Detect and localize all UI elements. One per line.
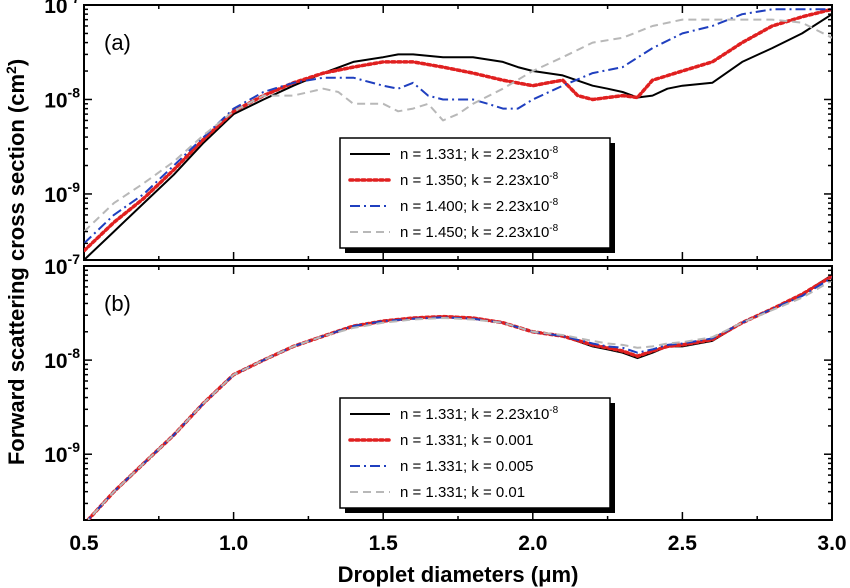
legend-a: n = 1.331; k = 2.23x10-8 n = 1.350; k = 2… xyxy=(339,137,615,253)
legend-b-label-3: n = 1.331; k = 0.005 xyxy=(400,458,533,475)
y-axis-title: Forward scattering cross section (cm2) xyxy=(3,59,29,465)
y-axis-title-main: Forward scattering cross section (cm xyxy=(4,74,29,465)
legend-a-label-3: n = 1.400; k = 2.23x10-8 xyxy=(400,197,559,215)
panel-b-series-4-line xyxy=(86,279,832,520)
panel-a-y-ticks: 10-7 10-8 10-9 xyxy=(44,0,833,261)
panel-a-y-tick-label: 10-8 xyxy=(44,84,80,112)
panel-b-series xyxy=(85,274,832,520)
y-axis-title-end: ) xyxy=(4,59,29,66)
panel-b-series-3-line xyxy=(86,276,832,520)
panel-a-y-tick-label: 10-7 xyxy=(44,0,80,18)
panel-a: (a) 10-7 10-8 10-9 n = 1.331; k = 2.23x10-… xyxy=(44,0,833,261)
x-tick-label: 1.5 xyxy=(369,532,399,555)
legend-b-label-4: n = 1.331; k = 0.01 xyxy=(400,484,525,501)
legend-a-label-2: n = 1.350; k = 2.23x10-8 xyxy=(400,171,559,189)
panel-a-series-2-line xyxy=(84,7,832,253)
x-tick-label: 1.0 xyxy=(219,532,248,555)
panel-b-label: (b) xyxy=(104,291,131,316)
x-tick-label: 2.5 xyxy=(668,532,698,555)
panel-b: (b) 10-7 10-8 10-9 n = 1.331; k = 2.23x10-… xyxy=(44,251,833,521)
panel-b-y-tick-label: 10-7 xyxy=(44,251,80,279)
panel-b-y-tick-label: 10-9 xyxy=(44,439,80,467)
legend-a-label-4: n = 1.450; k = 2.23x10-8 xyxy=(400,223,559,241)
panel-a-series-1-line xyxy=(84,13,832,260)
x-tick-label: 2.0 xyxy=(518,532,547,555)
panel-a-y-tick-label: 10-9 xyxy=(44,179,80,207)
legend-b-box xyxy=(339,397,611,509)
panel-a-series xyxy=(84,7,832,260)
panel-a-series-3-line xyxy=(84,8,832,245)
panel-b-y-tick-label: 10-8 xyxy=(44,345,80,373)
legend-b: n = 1.331; k = 2.23x10-8 n = 1.331; k = 0… xyxy=(339,397,615,513)
panel-a-series-4-line xyxy=(84,18,832,233)
legend-a-box xyxy=(339,137,611,249)
panel-b-y-ticks: 10-7 10-8 10-9 xyxy=(44,251,833,521)
legend-a-label-1: n = 1.331; k = 2.23x10-8 xyxy=(400,145,559,163)
legend-b-label-1: n = 1.331; k = 2.23x10-8 xyxy=(400,405,559,423)
x-tick-label: 0.5 xyxy=(69,532,99,555)
y-axis-title-sup: 2 xyxy=(3,66,19,74)
panel-a-label: (a) xyxy=(104,30,131,55)
x-axis-title: Droplet diameters (μm) xyxy=(338,562,579,587)
legend-b-label-2: n = 1.331; k = 0.001 xyxy=(400,432,533,449)
x-axis-ticks: 0.5 1.0 1.5 2.0 2.5 3.0 xyxy=(69,532,846,555)
x-tick-label: 3.0 xyxy=(817,532,846,555)
